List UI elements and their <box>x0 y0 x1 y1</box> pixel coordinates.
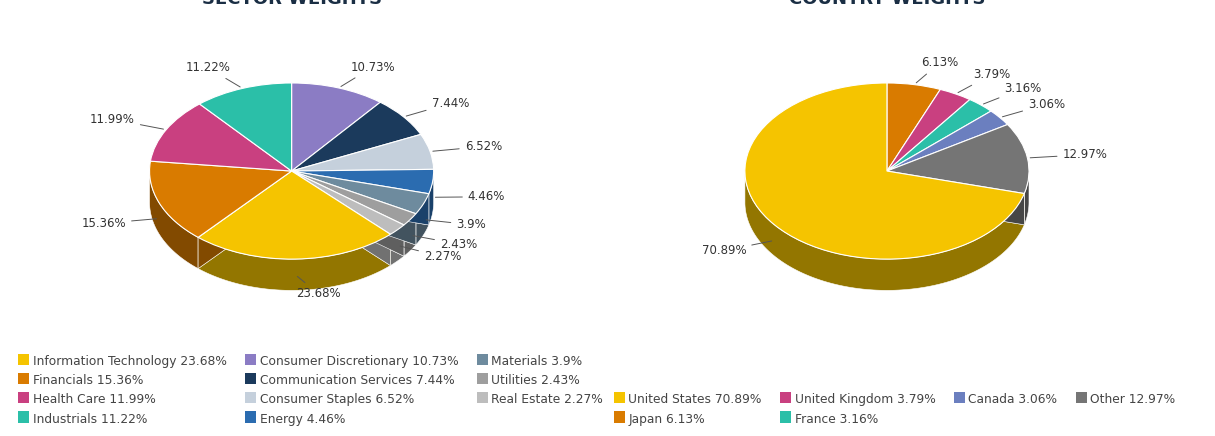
Polygon shape <box>292 171 416 245</box>
Polygon shape <box>292 171 416 245</box>
Polygon shape <box>292 171 390 266</box>
Text: 12.97%: 12.97% <box>1030 148 1107 161</box>
Polygon shape <box>292 171 429 225</box>
Wedge shape <box>887 89 970 171</box>
Text: 6.13%: 6.13% <box>916 57 959 83</box>
Polygon shape <box>429 171 434 225</box>
Text: 4.46%: 4.46% <box>435 190 505 203</box>
Text: 23.68%: 23.68% <box>296 276 340 300</box>
Text: 3.79%: 3.79% <box>957 68 1010 92</box>
Polygon shape <box>198 171 292 269</box>
Wedge shape <box>887 99 991 171</box>
Polygon shape <box>1024 171 1029 225</box>
Text: 2.27%: 2.27% <box>400 246 462 263</box>
Legend: United States 70.89%, Japan 6.13%, United Kingdom 3.79%, France 3.16%, Canada 3.: United States 70.89%, Japan 6.13%, Unite… <box>614 393 1176 426</box>
Wedge shape <box>292 171 416 225</box>
Text: 3.9%: 3.9% <box>426 218 486 231</box>
Text: 3.16%: 3.16% <box>983 82 1041 104</box>
Wedge shape <box>292 171 429 214</box>
Wedge shape <box>292 169 434 194</box>
Wedge shape <box>292 134 434 171</box>
Wedge shape <box>292 83 380 171</box>
Wedge shape <box>887 125 1029 194</box>
Polygon shape <box>198 171 292 269</box>
Text: 7.44%: 7.44% <box>406 97 469 116</box>
Text: 6.52%: 6.52% <box>433 140 502 153</box>
Text: 2.43%: 2.43% <box>413 235 477 251</box>
Wedge shape <box>292 171 403 234</box>
Text: 11.22%: 11.22% <box>186 61 241 87</box>
Text: COUNTRY WEIGHTS: COUNTRY WEIGHTS <box>789 0 985 8</box>
Polygon shape <box>887 171 1024 225</box>
Wedge shape <box>149 161 292 237</box>
Polygon shape <box>292 171 429 225</box>
Text: 70.89%: 70.89% <box>701 241 772 257</box>
Polygon shape <box>149 171 198 269</box>
Polygon shape <box>292 171 403 256</box>
Polygon shape <box>745 173 1024 290</box>
Wedge shape <box>151 104 292 171</box>
Wedge shape <box>199 83 292 171</box>
Polygon shape <box>198 234 390 290</box>
Wedge shape <box>745 83 1024 259</box>
Polygon shape <box>403 214 416 256</box>
Text: 3.06%: 3.06% <box>1002 98 1066 117</box>
Wedge shape <box>887 83 940 171</box>
Polygon shape <box>887 171 1024 225</box>
Wedge shape <box>292 102 420 171</box>
Text: 10.73%: 10.73% <box>341 61 395 86</box>
Wedge shape <box>887 111 1007 171</box>
Legend: Information Technology 23.68%, Financials 15.36%, Health Care 11.99%, Industrial: Information Technology 23.68%, Financial… <box>18 355 603 426</box>
Text: 11.99%: 11.99% <box>90 113 164 129</box>
Polygon shape <box>292 171 390 266</box>
Polygon shape <box>292 171 403 256</box>
Wedge shape <box>198 171 390 259</box>
Text: SECTOR WEIGHTS: SECTOR WEIGHTS <box>202 0 382 8</box>
Text: 15.36%: 15.36% <box>81 217 157 230</box>
Polygon shape <box>390 225 403 266</box>
Polygon shape <box>416 194 429 245</box>
